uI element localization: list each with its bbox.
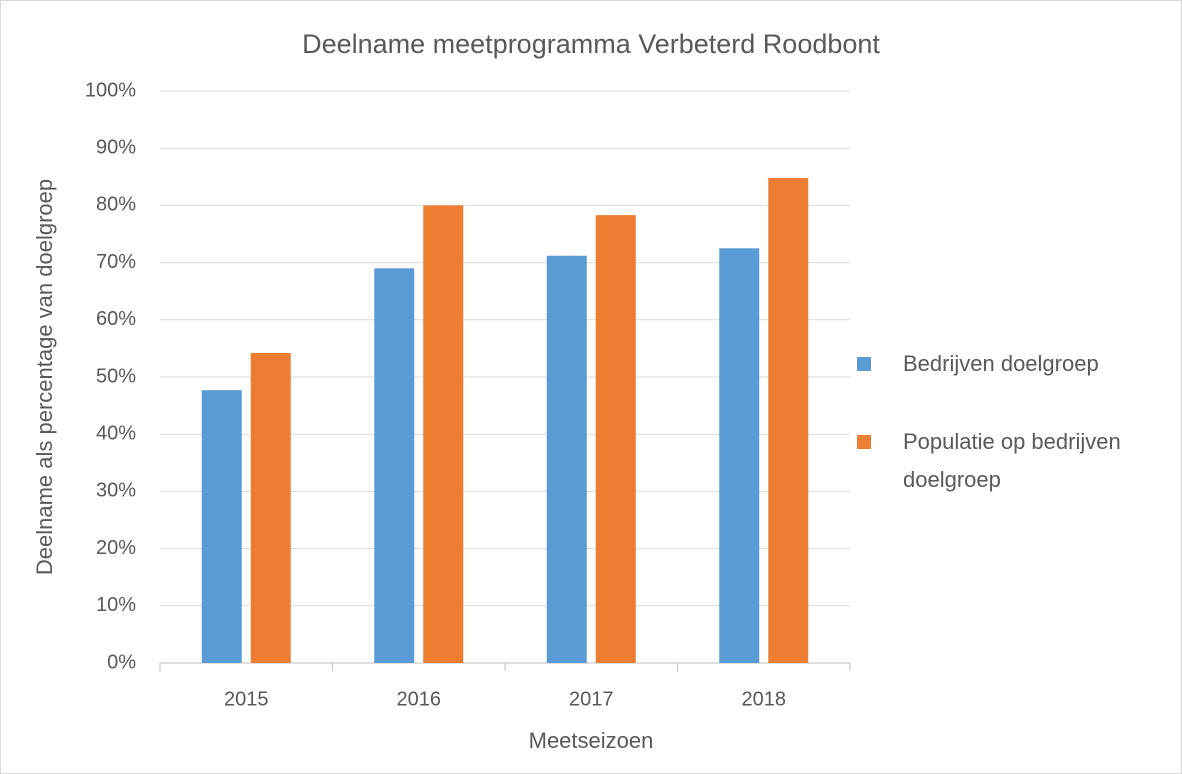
- y-tick-label: 0%: [107, 651, 136, 673]
- bar: [374, 268, 415, 663]
- bar: [201, 390, 242, 663]
- y-tick-label: 10%: [96, 594, 136, 616]
- bar: [250, 352, 291, 663]
- y-tick-label: 20%: [96, 537, 136, 559]
- bar: [546, 255, 587, 663]
- bar: [423, 205, 464, 663]
- y-tick-label: 90%: [96, 136, 136, 158]
- y-tick-label: 70%: [96, 251, 136, 273]
- y-tick-label: 30%: [96, 480, 136, 502]
- x-tick-label: 2016: [397, 688, 442, 710]
- x-tick-label: 2017: [569, 688, 614, 710]
- x-tick-label: 2015: [224, 688, 269, 710]
- legend-label: Bedrijven doelgroep: [903, 351, 1099, 376]
- y-axis-title: Deelname als percentage van doelgroep: [32, 179, 57, 575]
- x-axis-title: Meetseizoen: [529, 728, 654, 753]
- chart-title: Deelname meetprogramma Verbeterd Roodbon…: [302, 29, 880, 59]
- x-tick-label: 2018: [742, 688, 787, 710]
- legend-label: Populatie op bedrijven doelgroep: [903, 429, 1121, 492]
- legend-swatch: [857, 435, 871, 449]
- bar: [768, 177, 809, 663]
- bar: [719, 248, 760, 664]
- legend-swatch: [857, 357, 871, 371]
- y-tick-label: 100%: [85, 79, 136, 101]
- bar: [595, 215, 636, 663]
- y-tick-label: 50%: [96, 365, 136, 387]
- y-tick-label: 40%: [96, 422, 136, 444]
- y-tick-label: 80%: [96, 194, 136, 216]
- y-tick-label: 60%: [96, 308, 136, 330]
